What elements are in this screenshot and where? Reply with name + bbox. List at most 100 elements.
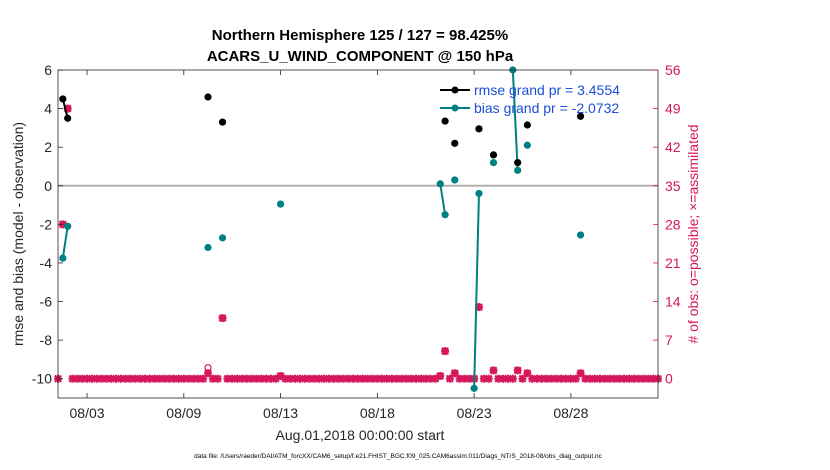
obs-assimilated-marker xyxy=(474,303,483,312)
bias-point xyxy=(470,384,478,392)
y-left-tick-label: -6 xyxy=(40,294,53,310)
rmse-point xyxy=(576,112,585,120)
legend: rmse grand pr = 3.4554 bias grand pr = -… xyxy=(440,82,620,116)
obs-assimilated-marker xyxy=(247,374,256,383)
obs-assimilated-marker xyxy=(605,374,614,383)
bias-point xyxy=(59,254,67,262)
x-tick-label: 08/13 xyxy=(263,405,298,421)
obs-assimilated-marker xyxy=(634,374,643,383)
y-left-tick-label: 2 xyxy=(44,139,52,155)
obs-assimilated-marker xyxy=(436,371,445,380)
bias-point xyxy=(441,211,449,219)
bias-line-segment xyxy=(439,183,447,215)
rmse-point xyxy=(441,117,449,125)
obs-assimilated-marker xyxy=(310,374,319,383)
obs-assimilated-marker xyxy=(170,374,179,383)
obs-assimilated-marker xyxy=(383,374,392,383)
obs-assimilated-marker xyxy=(228,374,237,383)
plot-border xyxy=(57,69,659,399)
bias-point xyxy=(576,231,585,239)
obs-assimilated-marker xyxy=(513,366,522,375)
obs-assimilated-marker xyxy=(566,374,575,383)
obs-assimilated-marker xyxy=(610,374,619,383)
bias-point xyxy=(514,166,522,174)
obs-assimilated-marker xyxy=(107,374,116,383)
obs-assimilated-marker xyxy=(126,374,135,383)
obs-assimilated-marker xyxy=(131,374,140,383)
obs-assimilated-marker xyxy=(179,374,188,383)
obs-assimilated-marker xyxy=(591,374,600,383)
y-right-tick-label: 14 xyxy=(665,294,681,310)
obs-assimilated-marker xyxy=(257,374,266,383)
y-right-tick-label: 35 xyxy=(665,178,681,194)
rmse-point xyxy=(59,95,67,103)
obs-assimilated-marker xyxy=(533,374,542,383)
y-left-tick-label: -8 xyxy=(40,332,53,348)
obs-assimilated-marker xyxy=(121,374,130,383)
obs-assimilated-marker xyxy=(508,374,517,383)
bias-point xyxy=(451,176,459,184)
bias-point xyxy=(489,159,498,167)
obs-assimilated-marker xyxy=(629,374,638,383)
rmse-point xyxy=(475,125,483,133)
obs-assimilated-marker xyxy=(174,374,183,383)
obs-assimilated-marker xyxy=(266,374,275,383)
y-right-tick-label: 21 xyxy=(665,255,681,271)
obs-assimilated-marker xyxy=(204,369,212,378)
obs-assimilated-marker xyxy=(262,374,271,383)
obs-assimilated-marker xyxy=(320,374,329,383)
obs-assimilated-marker xyxy=(68,374,77,383)
obs-assimilated-marker xyxy=(445,374,454,383)
obs-assimilated-marker xyxy=(600,374,609,383)
obs-assimilated-marker xyxy=(479,374,488,383)
obs-assimilated-marker xyxy=(407,374,416,383)
obs-assimilated-marker xyxy=(329,374,338,383)
obs-assimilated-marker xyxy=(552,374,561,383)
obs-assimilated-marker xyxy=(571,374,580,383)
y-left-tick-label: 6 xyxy=(44,62,52,78)
rmse-point xyxy=(204,93,212,101)
obs-assimilated-marker xyxy=(63,104,72,113)
obs-assimilated-marker xyxy=(644,374,653,383)
obs-assimilated-marker xyxy=(155,374,164,383)
obs-assimilated-marker xyxy=(489,366,498,375)
obs-assimilated-marker xyxy=(194,374,203,383)
obs-assimilated-marker xyxy=(136,374,145,383)
obs-assimilated-marker xyxy=(378,374,387,383)
bias-point xyxy=(276,200,285,208)
obs-assimilated-marker xyxy=(547,374,556,383)
x-tick-label: 08/28 xyxy=(553,405,588,421)
rmse-point xyxy=(514,159,522,167)
obs-assimilated-marker xyxy=(499,374,508,383)
obs-assimilated-marker xyxy=(586,374,595,383)
obs-assimilated-marker xyxy=(397,374,406,383)
obs-assimilated-marker xyxy=(324,374,333,383)
obs-assimilated-marker xyxy=(199,374,208,383)
obs-assimilated-marker xyxy=(73,374,82,383)
x-axis-label: Aug.01,2018 00:00:00 start xyxy=(276,427,445,443)
bias-line-segment xyxy=(473,193,480,389)
y-right-tick-label: 7 xyxy=(665,332,673,348)
x-axis: 08/03 08/09 08/13 08/18 08/23 08/28 xyxy=(70,70,589,421)
bias-point xyxy=(436,180,444,188)
y-right-tick-label: 0 xyxy=(665,371,673,387)
legend-rmse-marker xyxy=(451,86,459,94)
obs-assimilated-marker xyxy=(595,374,604,383)
obs-assimilated-marker xyxy=(102,374,111,383)
rmse-point xyxy=(451,139,459,147)
plot-area xyxy=(58,70,658,398)
obs-assimilated-marker xyxy=(145,374,154,383)
legend-bias-label: bias grand pr = -2.0732 xyxy=(474,100,619,116)
obs-assimilated-marker xyxy=(213,374,222,383)
x-tick-label: 08/18 xyxy=(360,405,395,421)
chart-title-line2: ACARS_U_WIND_COMPONENT @ 150 hPa xyxy=(207,48,514,65)
bias-point xyxy=(218,234,227,242)
y-axis-right: 56 49 42 35 28 21 14 7 0 xyxy=(653,62,681,387)
obs-assimilated-marker xyxy=(78,374,87,383)
obs-assimilated-marker xyxy=(165,374,174,383)
obs-assimilated-marker xyxy=(354,374,362,383)
obs-assimilated-marker xyxy=(402,374,411,383)
obs-assimilated-marker xyxy=(189,374,198,383)
obs-assimilated-marker xyxy=(160,374,169,383)
obs-assimilated-marker xyxy=(523,369,532,378)
